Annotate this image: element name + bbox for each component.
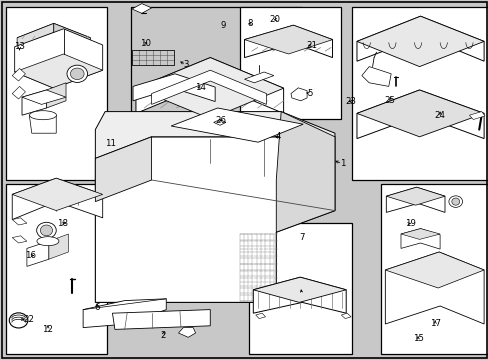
Text: 11: 11 <box>105 139 116 148</box>
Polygon shape <box>244 72 273 83</box>
Bar <box>132 50 173 65</box>
Text: 23: 23 <box>345 97 356 106</box>
Polygon shape <box>95 112 334 158</box>
Text: 21: 21 <box>306 40 317 49</box>
Polygon shape <box>386 187 444 212</box>
Bar <box>381 184 487 354</box>
Ellipse shape <box>40 225 53 236</box>
Text: 8: 8 <box>247 19 253 28</box>
Polygon shape <box>171 108 303 142</box>
Text: 16: 16 <box>25 251 36 260</box>
Polygon shape <box>255 313 265 319</box>
Polygon shape <box>136 58 283 113</box>
Polygon shape <box>12 86 25 99</box>
Text: 25: 25 <box>384 96 395 105</box>
Polygon shape <box>22 90 66 104</box>
Polygon shape <box>290 88 306 101</box>
Polygon shape <box>213 120 225 125</box>
Polygon shape <box>12 178 102 220</box>
Polygon shape <box>112 310 210 329</box>
Polygon shape <box>253 277 346 302</box>
Polygon shape <box>12 218 27 225</box>
Text: 15: 15 <box>412 334 423 343</box>
Bar <box>6 184 106 354</box>
Polygon shape <box>341 313 350 319</box>
Polygon shape <box>244 25 332 58</box>
Text: 19: 19 <box>405 219 415 228</box>
Polygon shape <box>386 187 444 205</box>
Polygon shape <box>17 23 54 47</box>
Polygon shape <box>468 112 484 120</box>
Polygon shape <box>356 16 483 61</box>
Polygon shape <box>385 252 483 288</box>
Polygon shape <box>136 58 283 119</box>
Polygon shape <box>132 4 151 13</box>
Polygon shape <box>133 74 215 102</box>
Polygon shape <box>253 277 346 313</box>
Polygon shape <box>361 67 390 86</box>
Text: 22: 22 <box>23 315 34 324</box>
Text: 13: 13 <box>14 42 25 51</box>
Polygon shape <box>15 54 102 88</box>
Polygon shape <box>83 299 166 328</box>
Ellipse shape <box>451 198 459 205</box>
Polygon shape <box>356 90 483 139</box>
Text: 9: 9 <box>220 21 225 30</box>
Bar <box>6 7 106 180</box>
Polygon shape <box>15 29 102 88</box>
Text: 24: 24 <box>434 111 445 120</box>
Polygon shape <box>95 137 151 202</box>
Polygon shape <box>276 112 334 232</box>
Ellipse shape <box>70 68 84 80</box>
Ellipse shape <box>37 222 56 238</box>
Polygon shape <box>12 178 102 211</box>
Ellipse shape <box>9 313 28 328</box>
Text: 10: 10 <box>140 39 151 48</box>
Polygon shape <box>22 90 46 115</box>
Text: 7: 7 <box>298 233 304 242</box>
Polygon shape <box>46 83 66 108</box>
Polygon shape <box>29 115 56 133</box>
Bar <box>249 223 351 354</box>
Text: 1: 1 <box>339 159 345 168</box>
Polygon shape <box>244 25 332 54</box>
Text: 2: 2 <box>160 331 165 340</box>
Bar <box>351 7 487 180</box>
Bar <box>131 7 302 160</box>
Text: 17: 17 <box>429 320 440 328</box>
Polygon shape <box>178 328 195 337</box>
Polygon shape <box>356 16 483 67</box>
Text: 3: 3 <box>183 60 188 69</box>
Polygon shape <box>400 229 439 249</box>
Text: 6: 6 <box>94 303 100 312</box>
Text: 12: 12 <box>42 325 53 334</box>
Text: 5: 5 <box>307 89 313 98</box>
Polygon shape <box>49 234 68 259</box>
Polygon shape <box>17 23 90 52</box>
Polygon shape <box>385 252 483 324</box>
Polygon shape <box>281 40 297 50</box>
Polygon shape <box>95 137 334 302</box>
Polygon shape <box>400 229 439 239</box>
Bar <box>239 7 341 119</box>
Polygon shape <box>12 68 25 81</box>
Text: 26: 26 <box>215 116 226 125</box>
Ellipse shape <box>29 111 56 120</box>
Polygon shape <box>27 241 49 266</box>
Polygon shape <box>12 236 27 243</box>
Ellipse shape <box>67 65 87 82</box>
Polygon shape <box>356 90 483 137</box>
Polygon shape <box>151 70 266 104</box>
Text: 4: 4 <box>275 132 281 141</box>
Ellipse shape <box>448 196 462 207</box>
Text: 18: 18 <box>57 219 68 228</box>
Text: 14: 14 <box>195 83 205 91</box>
Ellipse shape <box>37 237 59 246</box>
Polygon shape <box>54 23 90 47</box>
Text: 20: 20 <box>269 15 280 24</box>
